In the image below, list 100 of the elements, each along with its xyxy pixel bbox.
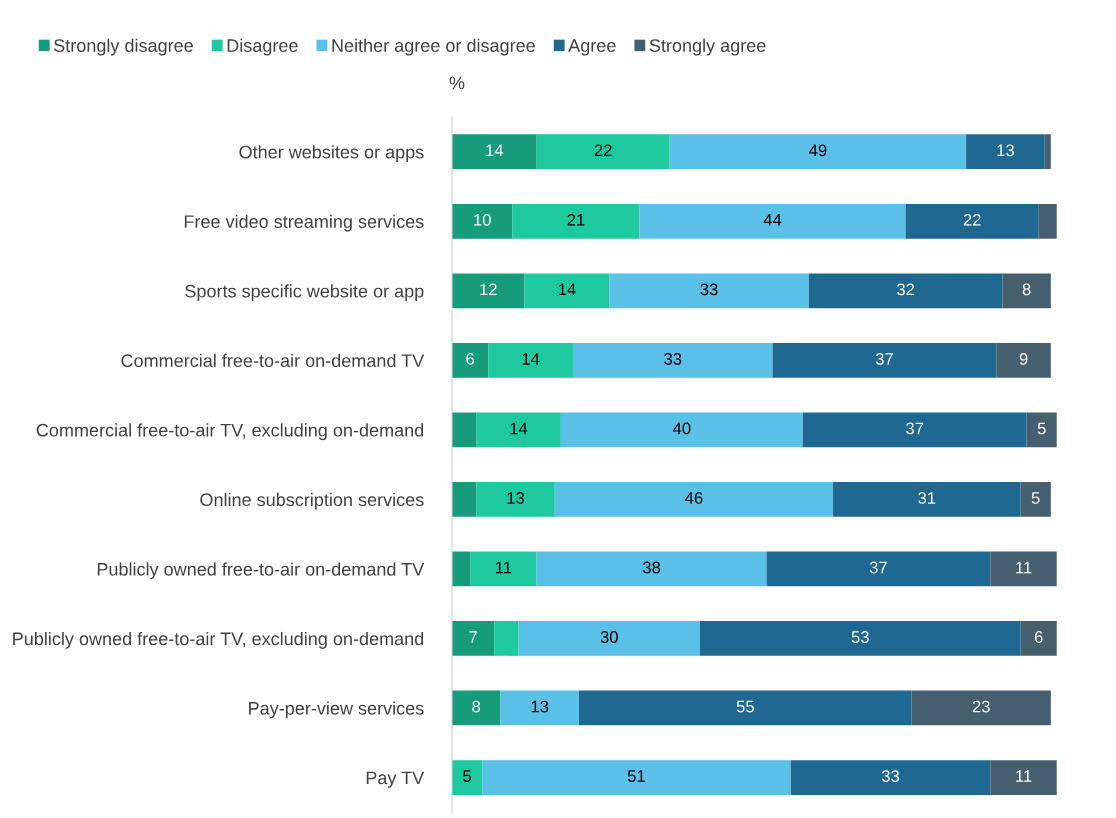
data-label: 37 xyxy=(906,422,924,435)
y-tick-label: Pay TV xyxy=(366,771,425,788)
data-label: 11 xyxy=(496,561,512,574)
bar xyxy=(536,134,670,170)
y-tick-label: Publicly owned free-to-air on-demand TV xyxy=(97,562,425,580)
data-label: 51 xyxy=(627,770,645,782)
data-label: 8 xyxy=(1022,283,1031,296)
bar xyxy=(802,412,1027,448)
y-tick-label: Other websites or apps xyxy=(239,145,424,163)
y-tick-label: Publicly owned free-to-air TV, excluding on-demand xyxy=(13,631,424,649)
bar xyxy=(500,690,579,726)
data-label: 11 xyxy=(1016,561,1032,574)
data-label: 22 xyxy=(594,144,612,157)
bar xyxy=(451,134,537,170)
bar xyxy=(451,551,471,587)
y-tick-label: Commercial free-to-air on-demand TV xyxy=(121,353,425,368)
bar xyxy=(451,412,477,448)
y-tick-label: Online subscription services xyxy=(200,492,424,510)
legend-label: Strongly agree xyxy=(649,38,766,56)
bar xyxy=(669,134,967,170)
data-label: 46 xyxy=(685,492,703,504)
x-axis-title: % xyxy=(449,76,465,90)
data-label: 33 xyxy=(700,283,718,296)
bar xyxy=(1038,203,1057,239)
bar xyxy=(536,551,767,587)
data-label: 14 xyxy=(522,353,540,365)
bar xyxy=(579,690,912,726)
legend-label: Strongly disagree xyxy=(54,38,193,56)
bar xyxy=(699,621,1021,656)
bar xyxy=(524,273,610,309)
bar xyxy=(1044,134,1051,170)
data-label: 55 xyxy=(736,700,754,713)
data-label: 33 xyxy=(664,353,682,365)
bar xyxy=(494,621,519,656)
bar xyxy=(996,342,1051,378)
bar xyxy=(639,203,906,239)
bar xyxy=(790,760,991,795)
bar xyxy=(772,342,997,378)
data-label: 8 xyxy=(472,700,481,713)
data-label: 13 xyxy=(997,144,1014,157)
legend-label: Neither agree or disagree xyxy=(332,38,535,56)
bar xyxy=(451,621,495,656)
data-label: 21 xyxy=(567,213,585,226)
data-label: 12 xyxy=(480,283,497,296)
bar xyxy=(476,482,555,517)
bar xyxy=(451,273,525,309)
bar xyxy=(766,551,991,587)
data-label: 49 xyxy=(809,144,827,157)
bar xyxy=(966,134,1045,170)
bar xyxy=(1020,482,1051,517)
bar xyxy=(572,342,773,378)
data-label: 7 xyxy=(469,631,477,643)
y-tick-label: Commercial free-to-air TV, excluding on-demand xyxy=(36,423,424,441)
data-label: 5 xyxy=(1037,422,1046,435)
data-label: 40 xyxy=(672,422,691,435)
bar xyxy=(609,273,809,309)
data-label: 14 xyxy=(486,144,504,157)
data-label: 14 xyxy=(558,283,576,296)
bar xyxy=(554,482,834,517)
bar xyxy=(518,621,700,656)
bar xyxy=(1020,621,1057,656)
bar xyxy=(1002,273,1051,309)
data-label: 6 xyxy=(466,353,475,365)
bar xyxy=(476,412,561,448)
bar xyxy=(990,760,1057,795)
data-label: 22 xyxy=(963,213,981,226)
bar xyxy=(512,203,640,239)
bar xyxy=(905,203,1039,239)
data-label: 37 xyxy=(869,561,887,574)
bar xyxy=(808,273,1003,309)
bar xyxy=(451,760,483,795)
data-label: 44 xyxy=(763,214,782,226)
data-label: 11 xyxy=(1016,770,1032,782)
data-label: 13 xyxy=(507,492,525,504)
data-label: 6 xyxy=(1034,631,1043,643)
bar xyxy=(470,551,537,587)
y-tick-label: Pay-per-view services xyxy=(249,701,424,719)
data-label: 13 xyxy=(531,700,549,713)
y-tick-label: Sports specific website or app xyxy=(185,284,424,302)
bar xyxy=(911,690,1051,726)
data-label: 10 xyxy=(474,213,491,226)
data-label: 33 xyxy=(881,770,900,782)
bar xyxy=(488,342,573,378)
legend-label: Disagree xyxy=(227,38,298,56)
data-label: 30 xyxy=(600,631,618,643)
bar xyxy=(451,203,513,239)
data-label: 31 xyxy=(918,492,936,504)
data-label: 23 xyxy=(972,700,990,713)
bar xyxy=(833,482,1021,517)
data-label: 5 xyxy=(463,770,472,782)
data-label: 9 xyxy=(1019,353,1028,365)
data-label: 32 xyxy=(897,283,915,296)
bar xyxy=(560,412,803,448)
bar xyxy=(482,760,791,795)
data-label: 53 xyxy=(851,631,869,643)
data-label: 38 xyxy=(642,561,661,574)
bar xyxy=(451,690,501,726)
bar xyxy=(451,342,489,378)
data-label: 5 xyxy=(1031,492,1040,504)
bar xyxy=(990,551,1057,587)
